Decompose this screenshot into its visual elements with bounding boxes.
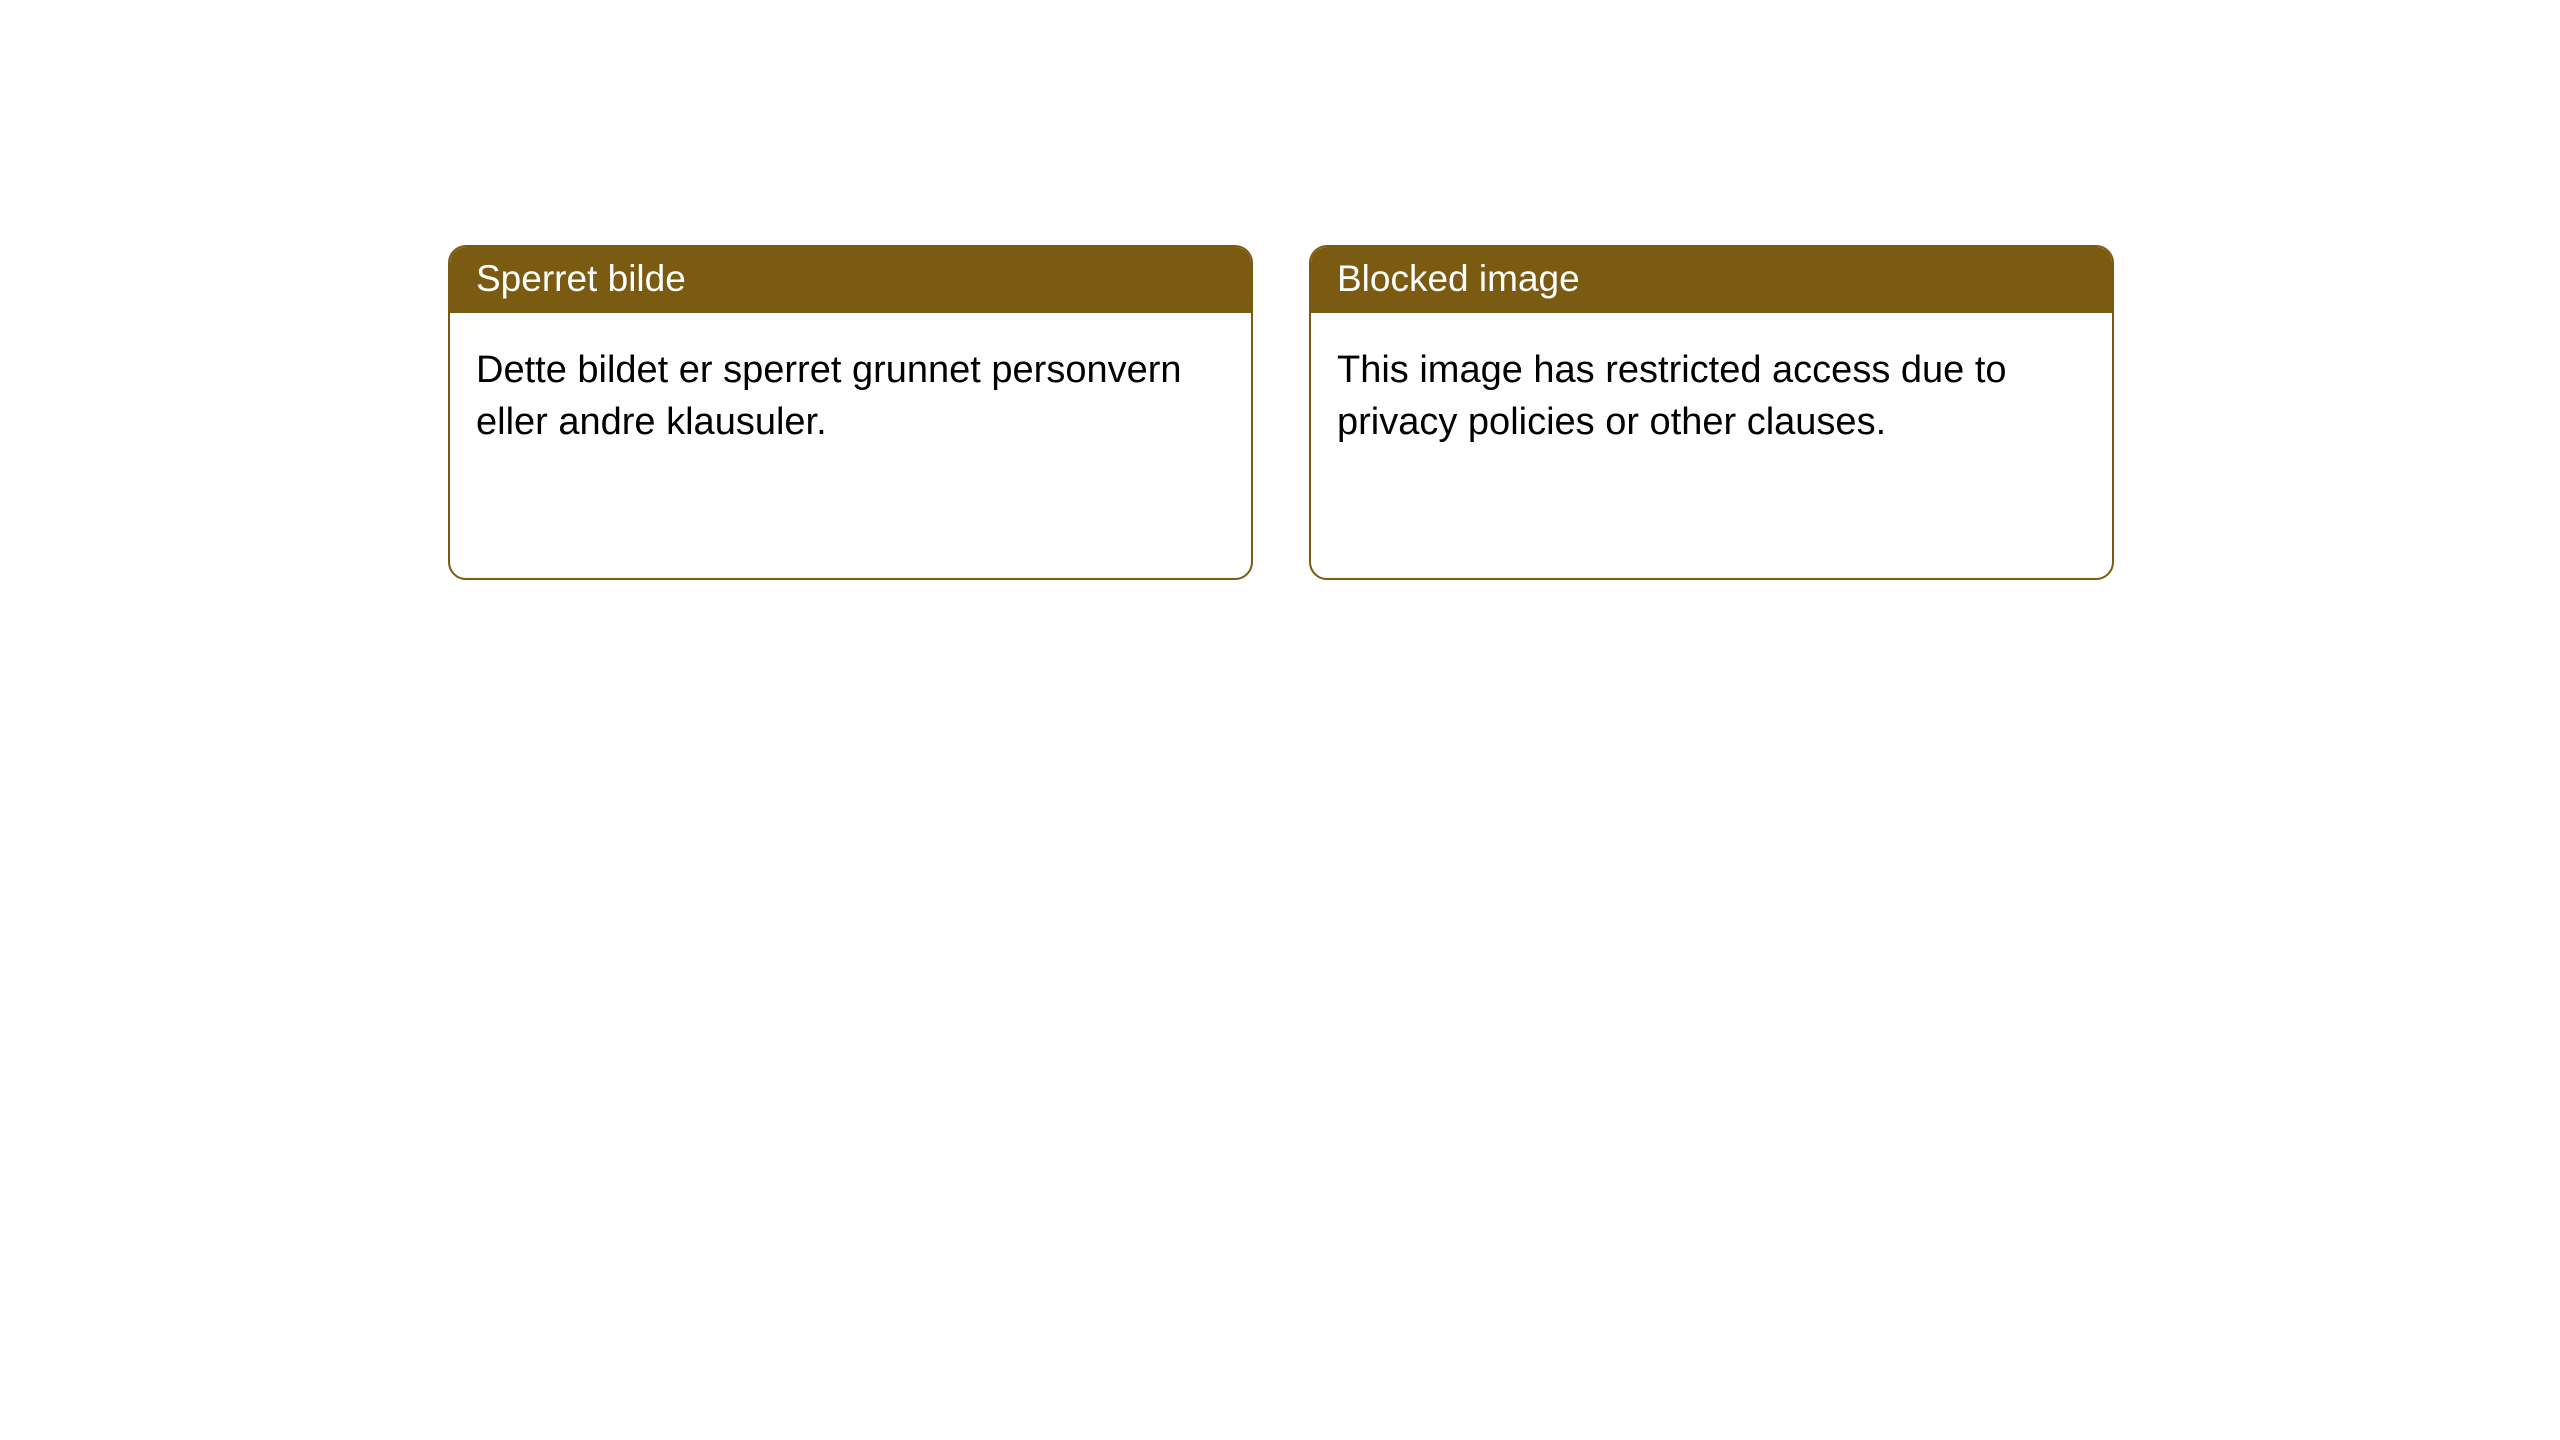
card-title: Blocked image (1337, 258, 1580, 299)
card-header: Blocked image (1311, 247, 2112, 313)
card-header: Sperret bilde (450, 247, 1251, 313)
card-body-text: This image has restricted access due to … (1337, 349, 2007, 442)
card-title: Sperret bilde (476, 258, 686, 299)
blocked-image-card-no: Sperret bilde Dette bildet er sperret gr… (448, 245, 1253, 580)
blocked-image-card-en: Blocked image This image has restricted … (1309, 245, 2114, 580)
card-body-text: Dette bildet er sperret grunnet personve… (476, 349, 1182, 442)
notice-container: Sperret bilde Dette bildet er sperret gr… (0, 0, 2560, 580)
card-body: Dette bildet er sperret grunnet personve… (450, 313, 1251, 480)
card-body: This image has restricted access due to … (1311, 313, 2112, 480)
